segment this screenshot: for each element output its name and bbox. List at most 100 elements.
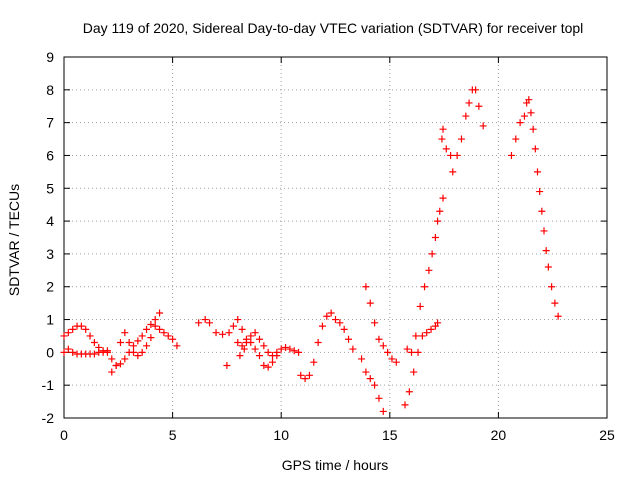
data-point: [236, 352, 244, 360]
data-point: [90, 350, 98, 358]
data-point: [143, 325, 151, 333]
data-point: [112, 361, 120, 369]
x-tick-label: 20: [491, 427, 507, 443]
data-point: [64, 329, 72, 337]
data-point: [264, 348, 272, 356]
data-point: [439, 125, 447, 133]
y-tick-label: -1: [42, 377, 55, 393]
data-point: [273, 348, 281, 356]
data-point: [282, 343, 290, 351]
data-point: [151, 316, 159, 324]
data-point: [340, 325, 348, 333]
data-point: [240, 345, 248, 353]
data-point: [462, 112, 470, 120]
data-point: [229, 322, 237, 330]
data-point: [525, 96, 533, 104]
data-point: [439, 194, 447, 202]
x-axis-ticks: 0 5 10 15 20 25: [60, 57, 615, 443]
data-point: [551, 299, 559, 307]
data-point: [99, 348, 107, 356]
data-point: [375, 394, 383, 402]
data-point: [479, 122, 487, 130]
y-tick-label: 4: [46, 213, 54, 229]
data-point: [457, 135, 465, 143]
data-point: [527, 109, 535, 117]
data-point: [223, 361, 231, 369]
data-point: [412, 332, 420, 340]
data-point: [336, 319, 344, 327]
data-point: [416, 302, 424, 310]
data-point: [130, 342, 138, 350]
data-point: [507, 151, 515, 159]
data-point: [428, 250, 436, 258]
x-tick-label: 25: [599, 427, 615, 443]
data-point: [436, 207, 444, 215]
data-point: [427, 325, 435, 333]
data-point: [60, 332, 68, 340]
data-point: [121, 329, 129, 337]
data-point: [327, 309, 335, 317]
data-point: [225, 329, 233, 337]
data-point: [305, 371, 313, 379]
data-point: [447, 151, 455, 159]
data-point: [403, 345, 411, 353]
data-point: [251, 345, 259, 353]
y-tick-label: 6: [46, 147, 54, 163]
data-point: [375, 335, 383, 343]
data-point: [384, 348, 392, 356]
y-axis-label: SDTVAR / TECUs: [6, 184, 22, 296]
data-point: [195, 319, 203, 327]
y-tick-label: 5: [46, 180, 54, 196]
sdtvar-data-points: [60, 86, 562, 415]
data-point: [388, 355, 396, 363]
data-point: [277, 345, 285, 353]
y-tick-label: -2: [42, 410, 55, 426]
data-point: [366, 299, 374, 307]
data-point: [345, 335, 353, 343]
data-point: [260, 361, 268, 369]
data-point: [160, 329, 168, 337]
data-point: [206, 319, 214, 327]
y-tick-label: 7: [46, 115, 54, 131]
data-point: [238, 325, 246, 333]
data-point: [116, 360, 124, 368]
data-point: [453, 151, 461, 159]
data-point: [418, 332, 426, 340]
data-point: [164, 332, 172, 340]
x-tick-label: 15: [382, 427, 398, 443]
y-tick-label: 9: [46, 49, 54, 65]
data-point: [156, 325, 164, 333]
data-point: [201, 316, 209, 324]
data-point: [533, 168, 541, 176]
data-point: [414, 348, 422, 356]
data-point: [392, 358, 400, 366]
data-point: [421, 283, 429, 291]
data-point: [538, 207, 546, 215]
data-point: [408, 348, 416, 356]
data-point: [366, 375, 374, 383]
data-point: [540, 227, 548, 235]
x-tick-label: 5: [169, 427, 177, 443]
data-point: [554, 312, 562, 320]
y-tick-label: 3: [46, 246, 54, 262]
data-point: [86, 332, 94, 340]
data-point: [169, 335, 177, 343]
data-point: [542, 247, 550, 255]
data-point: [401, 401, 409, 409]
data-point: [143, 342, 151, 350]
x-tick-label: 0: [60, 427, 68, 443]
data-point: [156, 309, 164, 317]
x-tick-label: 10: [273, 427, 289, 443]
chart-title: Day 119 of 2020, Sidereal Day-to-day VTE…: [83, 20, 584, 36]
data-point: [349, 345, 357, 353]
data-point: [379, 342, 387, 350]
data-point: [295, 348, 303, 356]
data-point: [134, 352, 142, 360]
data-point: [297, 371, 305, 379]
data-point: [219, 330, 227, 338]
data-point: [405, 388, 413, 396]
data-point: [147, 320, 155, 328]
data-point: [290, 347, 298, 355]
data-point: [431, 234, 439, 241]
data-point: [251, 329, 259, 337]
